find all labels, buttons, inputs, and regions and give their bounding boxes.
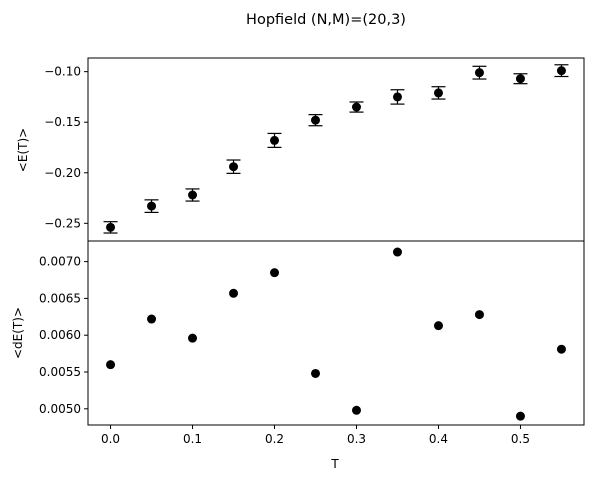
bottom-axes-frame [87, 240, 585, 426]
bottom-data-point [188, 333, 198, 343]
figure-title: Hopfield (N,M)=(20,3) [246, 12, 406, 28]
bottom-marks [106, 247, 566, 421]
top-data-point [147, 201, 157, 211]
bottom-y-tick-label: 0.0050 [39, 402, 81, 416]
bottom-data-point [556, 344, 566, 354]
top-data-point [556, 66, 566, 76]
top-y-ticks: −0.25 −0.20 −0.15 −0.10 [44, 65, 88, 230]
top-marks [103, 64, 569, 234]
bottom-y-ticks: 0.0050 0.0055 0.0060 0.0065 0.0070 [39, 255, 88, 416]
bottom-y-tick-label: 0.0060 [39, 328, 81, 342]
bottom-data-point [270, 268, 280, 278]
bottom-data-point [515, 411, 525, 421]
bottom-data-point [433, 321, 443, 331]
bottom-x-axis-label: T [330, 457, 339, 471]
bottom-data-point [229, 288, 239, 298]
bottom-x-tick-label: 0.3 [347, 432, 366, 446]
bottom-data-point [106, 360, 116, 370]
bottom-x-ticks: 0.0 0.1 0.2 0.3 0.4 0.5 [101, 425, 530, 446]
top-data-point [392, 92, 402, 102]
top-data-point [106, 222, 116, 232]
bottom-panel: 0.0050 0.0055 0.0060 0.0065 0.0070 0.0 0.1 0.2… [11, 240, 585, 471]
top-data-point [270, 135, 280, 145]
bottom-x-tick-label: 0.4 [429, 432, 448, 446]
top-y-tick-label: −0.15 [44, 115, 81, 129]
top-data-point [474, 68, 484, 78]
top-data-point [515, 74, 525, 84]
bottom-data-point [474, 310, 484, 320]
bottom-y-tick-label: 0.0070 [39, 255, 81, 269]
bottom-data-point [351, 405, 361, 415]
bottom-data-point [311, 368, 321, 378]
bottom-y-tick-label: 0.0065 [39, 291, 81, 305]
top-data-point [229, 162, 239, 172]
bottom-x-tick-label: 0.5 [511, 432, 530, 446]
top-data-point [351, 102, 361, 112]
top-y-tick-label: −0.20 [44, 166, 81, 180]
bottom-x-tick-label: 0.0 [101, 432, 120, 446]
top-data-point [311, 115, 321, 125]
top-y-tick-label: −0.25 [44, 216, 81, 230]
bottom-y-axis-label: <dE(T)> [11, 307, 25, 359]
top-y-tick-label: −0.10 [44, 65, 81, 79]
bottom-data-point [392, 247, 402, 257]
bottom-y-tick-label: 0.0055 [39, 365, 81, 379]
bottom-x-tick-label: 0.2 [265, 432, 284, 446]
top-data-point [433, 88, 443, 98]
top-y-axis-label: <E(T)> [16, 128, 30, 172]
bottom-x-tick-label: 0.1 [183, 432, 202, 446]
top-panel: −0.25 −0.20 −0.15 −0.10 <E(T)> [16, 57, 585, 242]
top-data-point [188, 190, 198, 200]
bottom-data-point [147, 314, 157, 324]
